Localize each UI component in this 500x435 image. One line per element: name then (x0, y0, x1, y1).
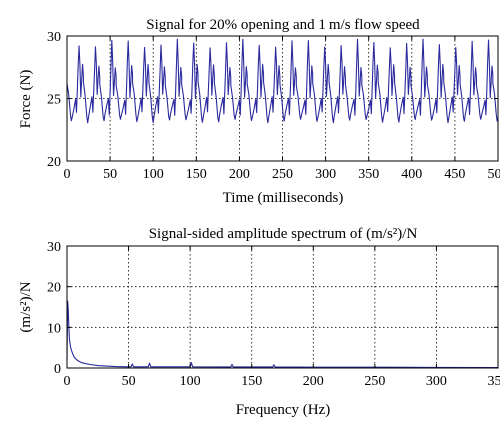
grid (67, 36, 498, 161)
x-tick-label: 450 (444, 167, 465, 182)
x-tick-label: 350 (488, 374, 500, 389)
x-tick-label: 100 (180, 374, 201, 389)
spectrum-chart: Signal-sided amplitude spectrum of (m/s²… (18, 226, 500, 418)
y-tick-label: 0 (54, 362, 61, 377)
x-tick-label: 50 (103, 167, 117, 182)
series-line (66, 38, 499, 124)
x-tick-label: 350 (358, 167, 379, 182)
time-signal-chart: Signal for 20% opening and 1 m/s flow sp… (18, 17, 500, 206)
x-tick-label: 200 (229, 167, 250, 182)
axis-ticks: 0 50 100 150 200 250 300 350 400 450 500 20 25 30 (47, 30, 500, 182)
y-axis-label: (m/s²)/N (18, 281, 34, 332)
x-tick-label: 150 (186, 167, 207, 182)
y-tick-label: 30 (47, 240, 61, 255)
chart-title: Signal-sided amplitude spectrum of (m/s²… (149, 226, 418, 242)
y-tick-label: 10 (47, 321, 61, 336)
x-tick-label: 200 (303, 374, 324, 389)
plot-frame (66, 245, 499, 369)
y-tick-label: 20 (47, 281, 61, 296)
x-axis-label: Time (milliseconds) (223, 190, 344, 206)
x-tick-label: 250 (272, 167, 293, 182)
chart-title: Signal for 20% opening and 1 m/s flow sp… (146, 17, 420, 33)
x-tick-label: 0 (64, 167, 71, 182)
series-group (66, 300, 499, 369)
x-axis-label: Frequency (Hz) (236, 402, 331, 418)
x-tick-label: 0 (64, 374, 71, 389)
axis-ticks: 0 50 100 150 200 250 300 350 0 10 20 30 (47, 240, 500, 389)
grid (67, 246, 498, 368)
y-tick-label: 25 (47, 93, 61, 108)
series-group (66, 38, 499, 124)
x-tick-label: 50 (122, 374, 136, 389)
y-axis-label: Force (N) (18, 70, 34, 129)
x-tick-label: 400 (401, 167, 422, 182)
x-tick-label: 150 (241, 374, 262, 389)
x-tick-label: 250 (364, 374, 385, 389)
x-tick-label: 300 (426, 374, 447, 389)
y-tick-label: 20 (47, 155, 61, 170)
series-line (66, 300, 499, 369)
x-tick-label: 300 (315, 167, 336, 182)
y-tick-label: 30 (47, 30, 61, 45)
x-tick-label: 500 (488, 167, 500, 182)
x-tick-label: 100 (143, 167, 164, 182)
